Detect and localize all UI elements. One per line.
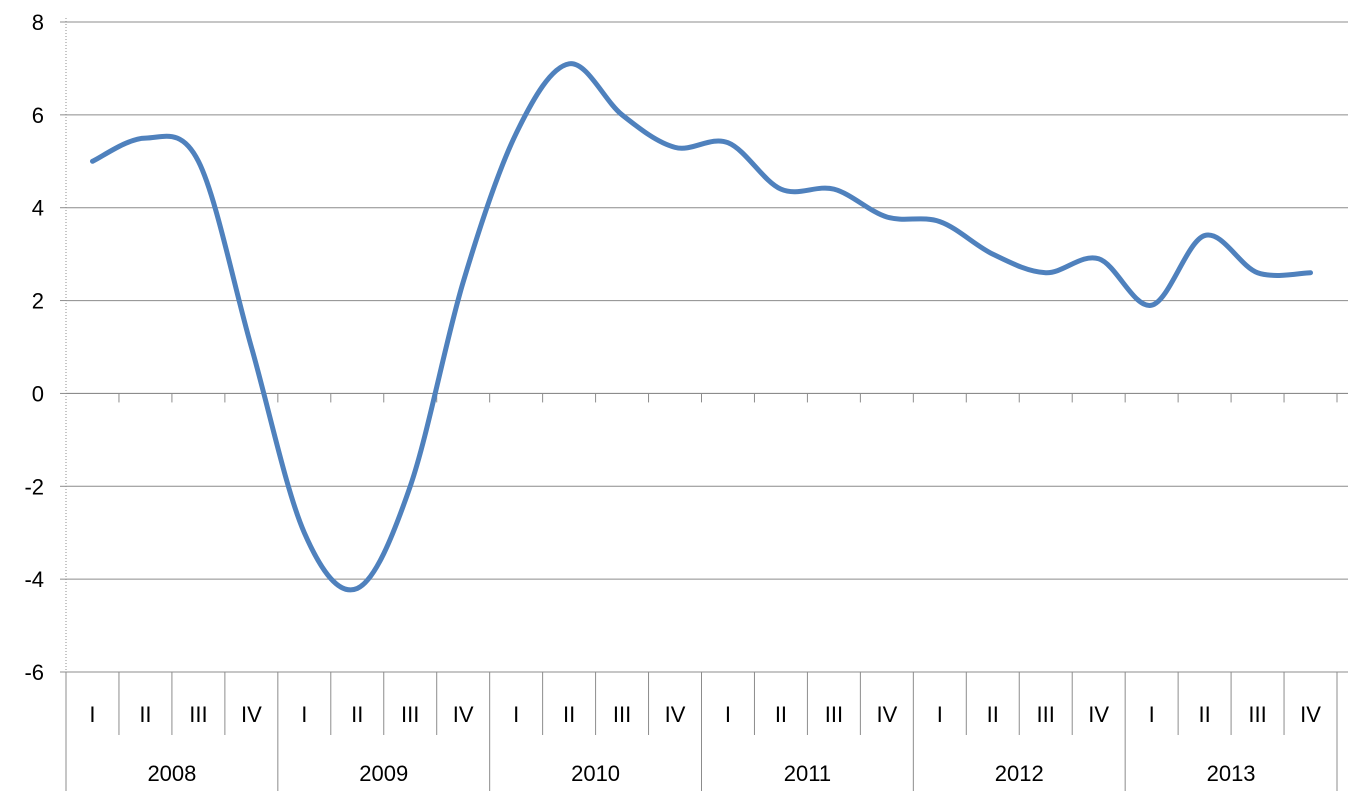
year-label: 2012 (995, 761, 1044, 786)
quarter-label: I (513, 702, 519, 727)
y-tick-labels: -6 -4 -2 0 2 4 6 8 (24, 10, 44, 685)
quarter-label: I (89, 702, 95, 727)
quarter-label: II (987, 702, 999, 727)
series-line-layer (92, 64, 1310, 590)
y-tick-label: 6 (32, 103, 44, 128)
y-tick-label: -6 (24, 660, 44, 685)
y-tick-label: 0 (32, 381, 44, 406)
gridlines (66, 22, 1348, 672)
quarter-label: IV (453, 702, 474, 727)
y-tick-label: 8 (32, 10, 44, 35)
quarter-label: II (775, 702, 787, 727)
quarter-label: III (1037, 702, 1055, 727)
year-label: 2011 (784, 761, 831, 786)
series-line (92, 64, 1310, 590)
quarter-label: III (401, 702, 419, 727)
quarter-label: II (351, 702, 363, 727)
y-tick-label: -2 (24, 474, 44, 499)
quarter-label: II (563, 702, 575, 727)
quarter-label: I (725, 702, 731, 727)
quarter-label: III (825, 702, 843, 727)
x-category-labels: I II III IV I II III IV I II III IV I II III IV I II III IV… (89, 702, 1321, 786)
quarter-label: III (613, 702, 631, 727)
quarter-label: I (937, 702, 943, 727)
y-tick-label: 2 (32, 289, 44, 314)
y-tick-label: -4 (24, 567, 44, 592)
quarter-label: IV (1088, 702, 1109, 727)
quarter-label: III (189, 702, 207, 727)
quarter-label: I (301, 702, 307, 727)
quarter-label: I (1149, 702, 1155, 727)
year-label: 2009 (359, 761, 408, 786)
quarter-label: II (1198, 702, 1210, 727)
quarter-label: IV (665, 702, 686, 727)
quarter-label: IV (1300, 702, 1321, 727)
year-label: 2010 (571, 761, 620, 786)
year-label: 2008 (147, 761, 196, 786)
quarter-label: II (139, 702, 151, 727)
quarter-label: IV (876, 702, 897, 727)
year-label: 2013 (1207, 761, 1256, 786)
y-tick-label: 4 (32, 196, 44, 221)
axes (60, 18, 1348, 791)
quarter-label: III (1248, 702, 1266, 727)
quarter-label: IV (241, 702, 262, 727)
